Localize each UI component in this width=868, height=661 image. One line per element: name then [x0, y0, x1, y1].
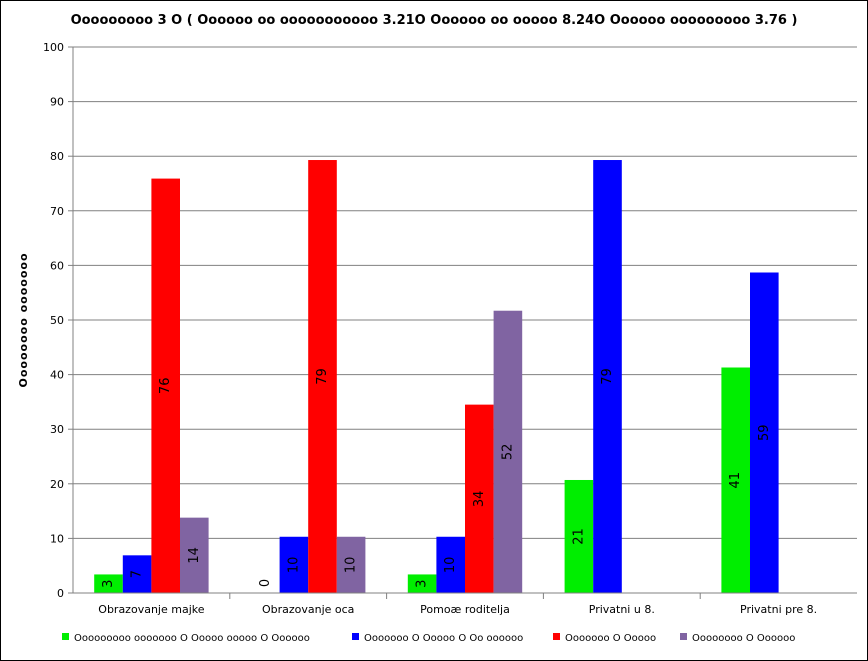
data-label: 79: [600, 368, 615, 385]
y-tick-label: 60: [50, 259, 64, 272]
bar: [94, 574, 123, 593]
bar: [493, 310, 523, 593]
y-tick-label: 0: [57, 587, 64, 600]
data-label: 3: [101, 580, 116, 588]
data-label: 21: [571, 528, 586, 545]
data-label: 14: [187, 547, 202, 564]
legend-label: Oooooooo O Oooooo: [692, 633, 795, 644]
legend-swatch: [352, 633, 359, 640]
category-label: Obrazovanje majke: [98, 603, 204, 616]
data-label: 34: [472, 491, 487, 508]
legend-label: Ooooooo O Ooooo: [565, 633, 656, 644]
bar: [308, 160, 337, 593]
bar: [279, 536, 309, 593]
data-label: 76: [158, 378, 173, 395]
y-tick-label: 80: [50, 150, 64, 163]
bar: [721, 367, 750, 593]
data-label: 0: [258, 579, 273, 587]
data-label: 7: [130, 570, 145, 578]
category-label: Privatni pre 8.: [740, 603, 817, 616]
bar: [750, 272, 779, 593]
data-label: 79: [315, 368, 330, 385]
y-tick-label: 30: [50, 423, 64, 436]
category-label: Privatni u 8.: [589, 603, 655, 616]
bar: [122, 555, 152, 593]
bar: [465, 404, 494, 593]
bar: [564, 479, 594, 593]
legend-label: Ooooooooo ooooooo O Ooooo ooooo O Oooooo: [74, 633, 310, 644]
y-tick-label: 70: [50, 205, 64, 218]
chart-title: Ooooooooo 3 O ( Oooooo oo ooooooooooo 3.…: [71, 13, 798, 28]
bar: [336, 536, 366, 593]
category-label: Obrazovanje oca: [262, 603, 354, 616]
y-tick-label: 100: [43, 41, 64, 54]
legend-swatch: [62, 633, 69, 640]
y-tick-label: 50: [50, 314, 64, 327]
bar: [151, 178, 180, 593]
y-tick-label: 90: [50, 96, 64, 109]
legend: Ooooooooo ooooooo O Ooooo ooooo O Oooooo…: [62, 633, 795, 644]
bar: [436, 536, 465, 593]
bars: 3 7 76 14 0 10 79 10 3 10 34 52 21 79 41 59: [94, 160, 779, 593]
y-tick-label: 20: [50, 478, 64, 491]
y-tick-label: 10: [50, 532, 64, 545]
category-label: Pomoæ roditelja: [420, 603, 510, 616]
data-label: 52: [500, 444, 515, 461]
data-label: 10: [443, 557, 458, 574]
data-label: 10: [344, 557, 359, 574]
data-label: 59: [757, 424, 772, 441]
data-label: 10: [286, 557, 301, 574]
data-label: 3: [415, 580, 430, 588]
data-label: 41: [728, 472, 743, 489]
bar: [180, 517, 209, 593]
legend-swatch: [553, 633, 560, 640]
y-axis-title: Oooooooo ooooooo: [17, 253, 30, 388]
y-tick-label: 40: [50, 369, 64, 382]
bar: [593, 160, 622, 593]
bar: [407, 574, 437, 593]
legend-swatch: [680, 633, 687, 640]
legend-label: Ooooooo O Ooooo O Oo oooooo: [364, 633, 523, 644]
